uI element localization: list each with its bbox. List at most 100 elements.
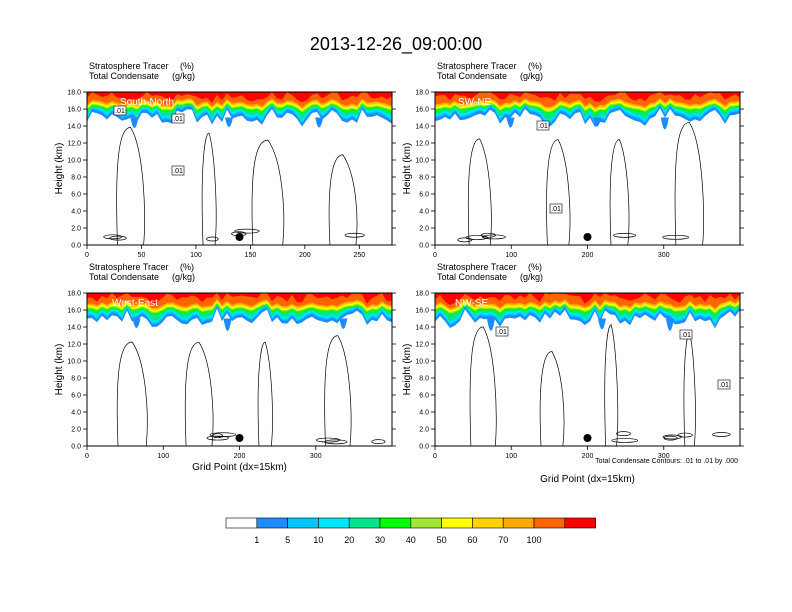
contour-line — [257, 341, 273, 446]
tracer-field — [435, 293, 740, 331]
y-axis-label: Height (km) — [54, 344, 65, 396]
y-tick-label: 14.0 — [67, 325, 81, 332]
location-marker — [235, 233, 244, 241]
contour-blob — [234, 228, 260, 234]
x-tick-label: 200 — [582, 453, 594, 460]
y-tick-label: 2.0 — [71, 427, 81, 434]
x-tick-label: 300 — [658, 453, 670, 460]
contour-label: .01 — [115, 108, 125, 115]
colorbar-label: 50 — [437, 535, 447, 545]
colorbar-swatch — [533, 517, 566, 529]
tracer-intrusion — [486, 318, 495, 331]
contour-label-box — [171, 113, 185, 124]
y-tick-label: 18.0 — [67, 291, 81, 298]
contour-blob — [613, 233, 637, 238]
colorbar-swatch — [441, 517, 473, 529]
colorbar-swatch — [348, 517, 381, 529]
panel-unit-condensate: (g/kg) — [172, 272, 195, 282]
y-tick-label: 0.0 — [71, 243, 81, 250]
contour-line — [467, 138, 492, 245]
x-tick-label: 300 — [658, 252, 670, 259]
panel-unit-condensate: (g/kg) — [520, 272, 543, 282]
contour-line — [539, 351, 565, 446]
contour-line — [546, 139, 571, 245]
colorbar-label: 5 — [285, 535, 290, 545]
y-tick-label: 2.0 — [419, 226, 429, 233]
condensate-contours — [469, 324, 731, 446]
contour-line — [469, 326, 497, 446]
contour-line — [324, 335, 352, 446]
y-tick-label: 12.0 — [67, 141, 81, 148]
colorbar-swatch — [379, 517, 412, 529]
y-tick-label: 16.0 — [67, 107, 81, 114]
colorbar-swatch — [256, 517, 288, 529]
x-tick-label: 0 — [85, 453, 89, 460]
contour-line — [251, 139, 285, 245]
y-tick-label: 8.0 — [419, 376, 429, 383]
contour-label: .01 — [173, 116, 183, 123]
colorbar-label: 100 — [526, 535, 541, 545]
panel-direction-label: SW-NE — [458, 97, 491, 108]
panel-label-tracer: Stratosphere Tracer — [437, 262, 517, 272]
x-tick-label: 100 — [505, 252, 517, 259]
tracer-intrusion — [223, 318, 232, 331]
figure-title: 2013-12-26_09:00:00 — [310, 34, 482, 55]
panel-unit-tracer: (%) — [180, 262, 194, 272]
colorbar-swatch — [502, 517, 535, 529]
contour-blob — [712, 432, 731, 437]
contour-blob — [103, 234, 123, 240]
tracer-band-11 — [87, 293, 392, 304]
y-tick-label: 4.0 — [71, 410, 81, 417]
colorbar-label: 20 — [344, 535, 354, 545]
y-tick-label: 4.0 — [419, 410, 429, 417]
colorbar-label: 70 — [498, 535, 508, 545]
y-tick-label: 18.0 — [415, 291, 429, 298]
tracer-intrusion — [130, 117, 139, 128]
x-tick-label: 200 — [299, 252, 311, 259]
y-tick-label: 6.0 — [71, 393, 81, 400]
contour-blob — [344, 232, 365, 238]
x-tick-label: 150 — [245, 252, 257, 259]
condensate-contours — [457, 122, 704, 245]
colorbar-swatch — [564, 517, 596, 529]
y-tick-label: 2.0 — [71, 226, 81, 233]
tracer-band-10 — [435, 92, 740, 108]
panel-direction-label: West-East — [112, 298, 158, 309]
contour-line — [116, 341, 148, 446]
y-tick-label: 14.0 — [67, 124, 81, 131]
x-tick-label: 300 — [310, 453, 322, 460]
contour-blob — [209, 432, 237, 438]
contour-line — [674, 122, 704, 245]
y-tick-label: 6.0 — [419, 192, 429, 199]
contour-blob — [212, 433, 224, 439]
contour-line — [328, 154, 358, 245]
contour-blob — [206, 435, 229, 441]
contour-line — [116, 127, 145, 245]
panel-direction-label: South-North — [120, 97, 174, 108]
contour-label-box — [717, 379, 731, 390]
tracer-band-11 — [435, 293, 740, 305]
colorbar-swatch — [472, 517, 504, 529]
panel-label-condensate: Total Condensate — [437, 71, 507, 81]
panel-label-condensate: Total Condensate — [437, 272, 507, 282]
contour-footnote: Total Condensate Contours: .01 to .01 by… — [595, 458, 738, 465]
tracer-intrusion — [339, 318, 348, 329]
contour-blob — [662, 234, 690, 240]
contour-blob — [480, 232, 496, 238]
y-tick-label: 6.0 — [419, 393, 429, 400]
y-tick-label: 0.0 — [71, 444, 81, 451]
y-tick-label: 14.0 — [415, 124, 429, 131]
x-tick-label: 250 — [353, 252, 365, 259]
contour-label: .01 — [538, 123, 548, 130]
y-tick-label: 14.0 — [415, 325, 429, 332]
y-tick-label: 0.0 — [419, 243, 429, 250]
y-tick-label: 10.0 — [415, 359, 429, 366]
panel-label-tracer: Stratosphere Tracer — [89, 61, 169, 71]
y-tick-label: 16.0 — [415, 107, 429, 114]
tracer-intrusion — [665, 318, 674, 331]
